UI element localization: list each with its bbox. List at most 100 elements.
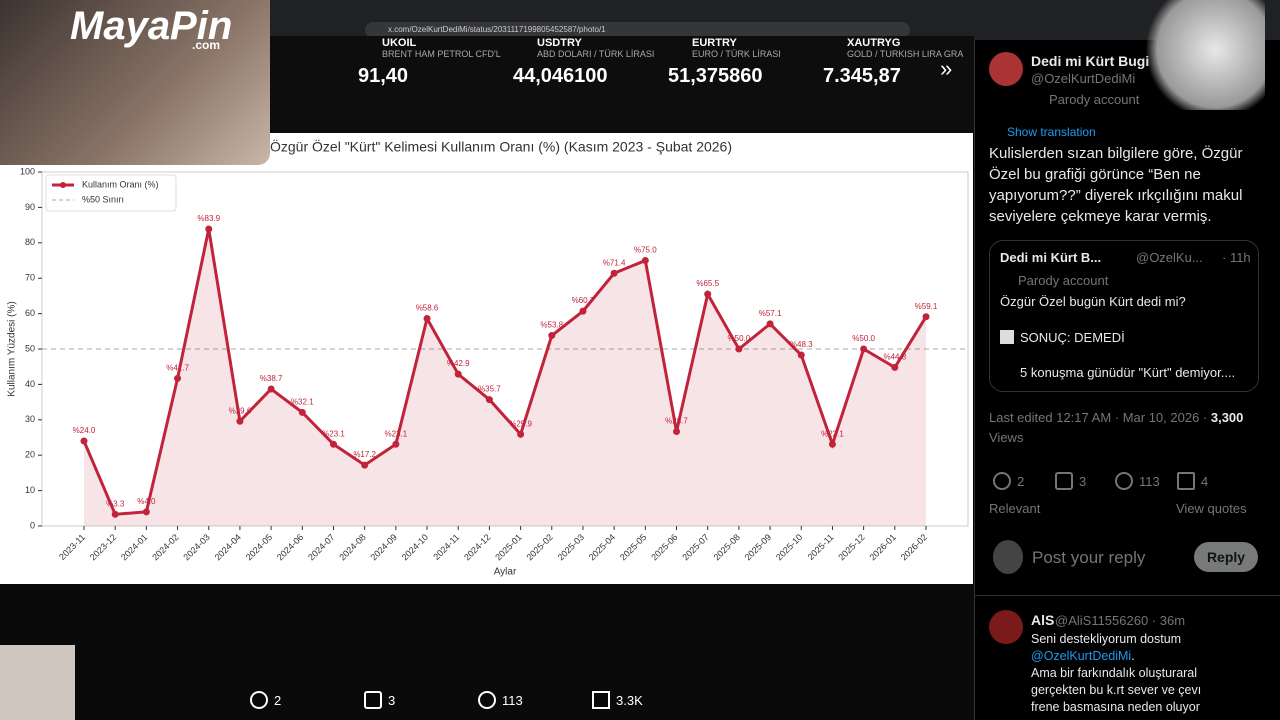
quote-handle: @OzelKu... bbox=[1136, 250, 1203, 265]
my-avatar bbox=[993, 540, 1023, 574]
point bbox=[735, 345, 743, 353]
y-tick-label: 20 bbox=[25, 450, 35, 460]
ticker-price: 7.345,87 bbox=[823, 65, 901, 87]
line: @OzelKurtDediMi. bbox=[1031, 648, 1201, 665]
point bbox=[298, 408, 306, 416]
point bbox=[142, 508, 150, 516]
value-label: %35.7 bbox=[478, 385, 501, 394]
ticker-name: EURO / TÜRK LİRASI bbox=[692, 49, 781, 59]
bottom-likes[interactable]: 113 bbox=[478, 691, 523, 709]
point bbox=[828, 440, 836, 448]
point bbox=[797, 351, 805, 359]
chart-title: Özgür Özel "Kürt" Kelimesi Kullanım Oran… bbox=[270, 138, 732, 155]
value-label: %23.1 bbox=[821, 429, 844, 438]
mention[interactable]: @OzelKurtDediMi bbox=[1031, 649, 1132, 663]
reply-input[interactable]: Post your reply bbox=[1032, 548, 1146, 567]
author-name[interactable]: Dedi mi Kürt Bugi bbox=[1031, 53, 1150, 69]
value-label: %17.2 bbox=[353, 450, 376, 459]
legend-swatch bbox=[60, 182, 66, 188]
ticker-item[interactable]: EURTRY EURO / TÜRK LİRASI 51,375860 bbox=[668, 37, 781, 88]
quote-line: SONUÇ: DEMEDİ bbox=[1000, 330, 1125, 345]
value-label: %25.9 bbox=[509, 419, 532, 428]
value-label: %26.7 bbox=[665, 417, 688, 426]
ticker-symbol: USDTRY bbox=[537, 37, 582, 49]
show-translation[interactable]: Show translation bbox=[1007, 125, 1096, 139]
value-label: %83.9 bbox=[197, 214, 220, 223]
address-bar[interactable] bbox=[365, 22, 910, 38]
area bbox=[84, 228, 926, 526]
point bbox=[454, 370, 462, 378]
point bbox=[329, 440, 337, 448]
count: 113 bbox=[1139, 473, 1160, 489]
quote-tweet[interactable]: Dedi mi Kürt B... @OzelKu... · 11h Parod… bbox=[989, 240, 1259, 392]
value-label: %71.4 bbox=[603, 258, 626, 267]
point bbox=[548, 332, 556, 340]
author-handle: @OzelKurtDediMi bbox=[1031, 71, 1136, 86]
value-label: %75.0 bbox=[634, 246, 657, 255]
value-label: %53.8 bbox=[540, 321, 563, 330]
value-label: %48.3 bbox=[790, 340, 813, 349]
likes[interactable]: 113 bbox=[1115, 472, 1160, 490]
ticker-name: ABD DOLARI / TÜRK LİRASI bbox=[537, 49, 655, 59]
tweet-panel: Dedi mi Kürt Bugi @OzelKurtDediMi Parody… bbox=[974, 40, 1280, 720]
y-tick-label: 10 bbox=[25, 485, 35, 495]
reply-name[interactable]: AlS bbox=[1031, 612, 1055, 628]
bookmarks[interactable]: 4 bbox=[1177, 472, 1208, 490]
y-axis-label: Kullanım Yüzdesi (%) bbox=[7, 301, 18, 396]
point bbox=[891, 363, 899, 371]
value-label: %3.3 bbox=[106, 499, 125, 508]
y-tick-label: 70 bbox=[25, 273, 35, 283]
reply-button[interactable]: Reply bbox=[1194, 542, 1258, 572]
value-label: %23.1 bbox=[322, 429, 345, 438]
view-quotes[interactable]: View quotes bbox=[1176, 501, 1247, 516]
value-label: %58.6 bbox=[416, 304, 439, 313]
ticker-symbol: XAUTRYG bbox=[847, 37, 901, 49]
ticker-item[interactable]: UKOIL BRENT HAM PETROL CFD'L 91,40 bbox=[358, 37, 501, 88]
bottom-reposts[interactable]: 3 bbox=[364, 691, 395, 709]
point bbox=[392, 440, 400, 448]
cat-image bbox=[0, 645, 75, 720]
point bbox=[205, 225, 213, 233]
ticker-next[interactable]: » bbox=[940, 56, 953, 81]
ticker-symbol: UKOIL bbox=[382, 37, 417, 49]
chart: Özgür Özel "Kürt" Kelimesi Kullanım Oran… bbox=[0, 133, 973, 584]
url: x.com/OzelKurtDediMi/status/203111719980… bbox=[388, 25, 606, 34]
count: 2 bbox=[1017, 473, 1025, 489]
legend-box bbox=[45, 174, 177, 212]
ticker-strip bbox=[270, 36, 974, 133]
value-label: %57.1 bbox=[759, 309, 782, 318]
sort[interactable]: Relevant bbox=[989, 501, 1041, 516]
parody-badge: Parody account bbox=[1049, 92, 1140, 107]
bottom-replies[interactable]: 2 bbox=[250, 691, 281, 709]
value-label: %23.1 bbox=[385, 429, 408, 438]
webcam-overlay: MayaPin .com bbox=[0, 0, 270, 165]
y-tick-label: 40 bbox=[25, 379, 35, 389]
reply-handle: @AliS11556260 · 36m bbox=[1055, 613, 1186, 628]
point bbox=[423, 315, 431, 323]
replies[interactable]: 2 bbox=[993, 472, 1024, 490]
point bbox=[485, 396, 493, 404]
ticker-item[interactable]: USDTRY ABD DOLARI / TÜRK LİRASI 44,046100 bbox=[513, 37, 654, 88]
line: Ama bir farkındalık oluşturaral bbox=[1031, 666, 1198, 680]
ticker-name: BRENT HAM PETROL CFD'L bbox=[382, 49, 501, 59]
y-tick-label: 100 bbox=[20, 166, 35, 176]
point bbox=[673, 427, 681, 435]
edited: Last edited 12:17 AM · Mar 10, 2026 · bbox=[989, 410, 1211, 425]
dot: . bbox=[1131, 649, 1135, 663]
ticker-item[interactable]: XAUTRYG GOLD / TURKISH LIRA GRA 7.345,87 bbox=[823, 37, 963, 88]
tweet-text: Kulislerden sızan bilgilere göre, Özgür … bbox=[989, 145, 1243, 225]
reposts[interactable]: 3 bbox=[1055, 472, 1086, 490]
y-tick-label: 50 bbox=[25, 343, 35, 353]
point bbox=[174, 374, 182, 382]
y-tick-label: 30 bbox=[25, 414, 35, 424]
ticker-name: GOLD / TURKISH LIRA GRA bbox=[847, 49, 964, 59]
quote-name: Dedi mi Kürt B... bbox=[1000, 250, 1102, 265]
value-label: %4.0 bbox=[137, 497, 156, 506]
point bbox=[704, 290, 712, 298]
y-tick-label: 90 bbox=[25, 202, 35, 212]
value-label: %60.7 bbox=[572, 296, 595, 305]
quote-badge: Parody account bbox=[1018, 273, 1109, 288]
value-label: %24.0 bbox=[73, 426, 96, 435]
bottom-views[interactable]: 3.3K bbox=[592, 691, 643, 709]
line: gerçekten bu k.rt sever ve çevı bbox=[1031, 683, 1202, 697]
